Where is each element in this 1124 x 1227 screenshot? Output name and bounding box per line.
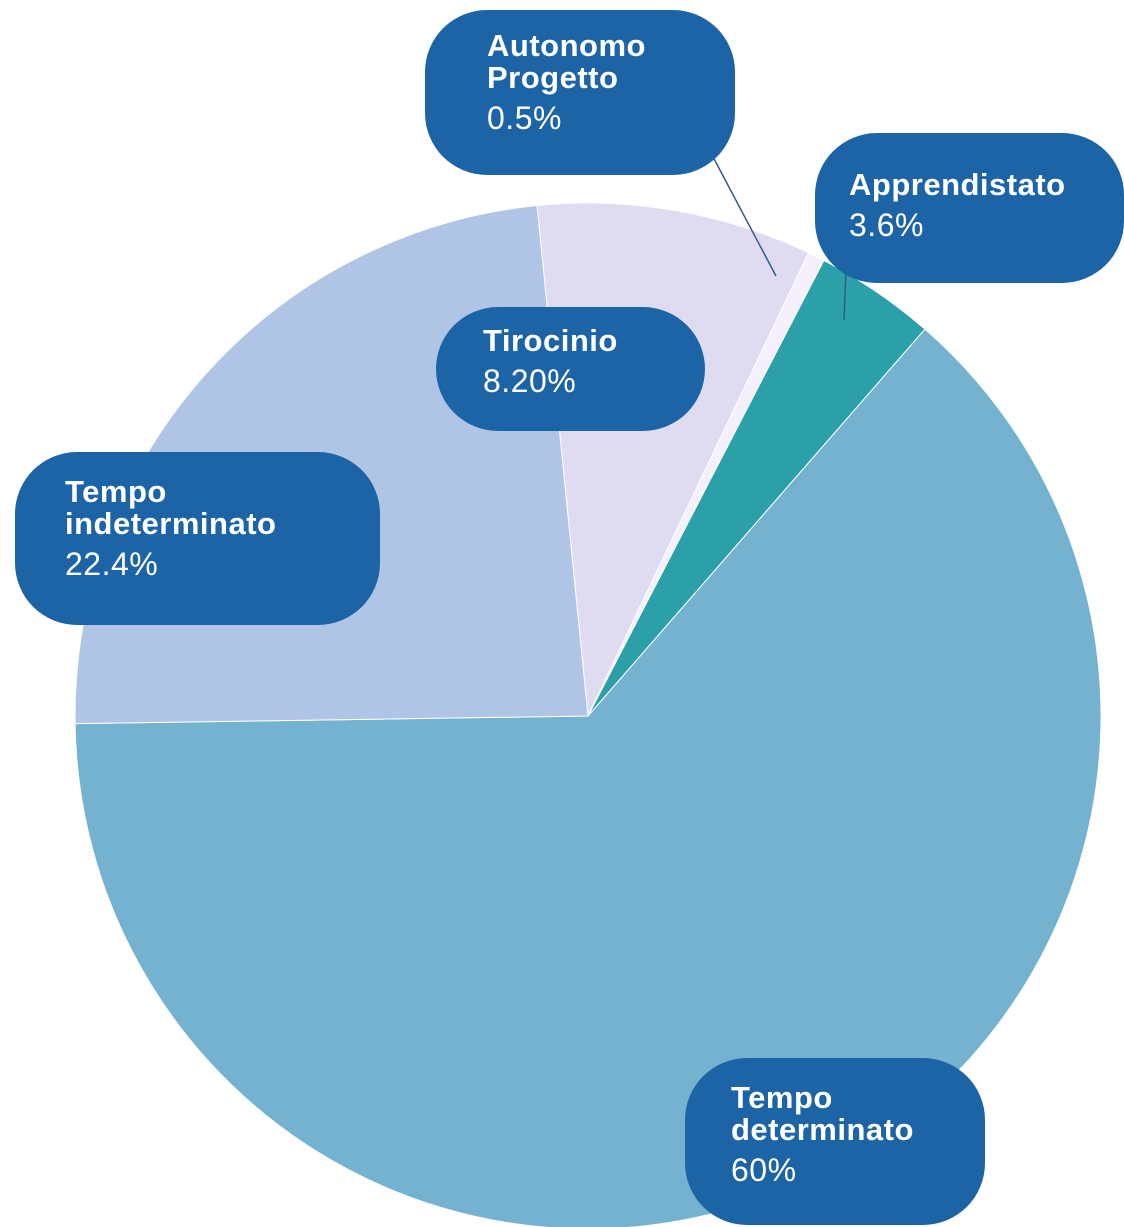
value-label: 22.4%: [65, 546, 159, 582]
category-label: Autonomo Progetto: [487, 28, 646, 95]
label-box: Tempo indeterminato 22.4%: [15, 452, 380, 625]
category-label: Tempo determinato: [731, 1080, 914, 1147]
leader-line: [711, 154, 777, 277]
category-label: Tempo indeterminato: [65, 474, 277, 541]
label-box: Tirocinio 8.20%: [436, 307, 705, 431]
value-label: 60%: [731, 1152, 797, 1188]
value-label: 8.20%: [483, 363, 577, 399]
value-label: 3.6%: [849, 207, 924, 243]
label-box: Autonomo Progetto 0.5%: [425, 10, 735, 175]
label-box: Tempo determinato 60%: [685, 1058, 985, 1225]
label-box: Apprendistato 3.6%: [815, 133, 1124, 283]
category-label: Tirocinio: [483, 323, 618, 358]
leader-line: [843, 269, 847, 321]
category-label: Apprendistato: [849, 167, 1066, 202]
value-label: 0.5%: [487, 100, 562, 136]
